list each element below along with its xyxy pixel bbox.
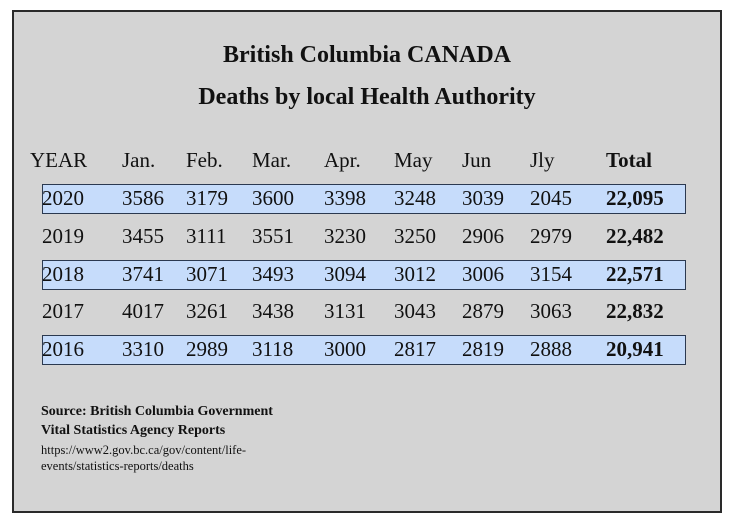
- cell-jun: 3006: [462, 262, 504, 286]
- cell-jun: 2879: [462, 299, 504, 323]
- cell-apr: 3230: [324, 224, 366, 248]
- cell-feb: 3111: [186, 224, 227, 248]
- row-total: 22,095: [606, 186, 664, 210]
- row-highlight: [42, 184, 686, 214]
- col-header-total: Total: [606, 148, 652, 172]
- col-header-may: May: [394, 148, 433, 172]
- cell-jan: 3741: [122, 262, 164, 286]
- cell-jly: 2045: [530, 186, 572, 210]
- chart-subtitle: Deaths by local Health Authority: [198, 84, 536, 110]
- table-frame: British Columbia CANADA Deaths by local …: [12, 10, 722, 513]
- cell-apr: 3398: [324, 186, 366, 210]
- cell-jly: 3063: [530, 299, 572, 323]
- cell-mar: 3600: [252, 186, 294, 210]
- col-header-apr: Apr.: [324, 148, 361, 172]
- cell-feb: 3261: [186, 299, 228, 323]
- row-total: 22,571: [606, 262, 664, 286]
- cell-mar: 3118: [252, 337, 294, 361]
- cell-may: 3250: [394, 224, 436, 248]
- cell-may: 2817: [394, 337, 436, 361]
- cell-apr: 3131: [324, 299, 366, 323]
- chart-title: British Columbia CANADA: [222, 42, 512, 68]
- cell-jun: 3039: [462, 186, 504, 210]
- cell-apr: 3000: [324, 337, 366, 361]
- col-header-jan: Jan.: [122, 148, 156, 172]
- cell-jan: 3455: [122, 224, 164, 248]
- row-total: 22,832: [606, 299, 664, 323]
- row-highlight: [42, 260, 686, 290]
- cell-jun: 2819: [462, 337, 504, 361]
- cell-may: 3248: [394, 186, 436, 210]
- source-url-line-2: events/statistics-reports/deaths: [41, 459, 194, 473]
- cell-jan: 3586: [122, 186, 164, 210]
- col-header-mar: Mar.: [252, 148, 292, 172]
- cell-jan: 4017: [122, 299, 164, 323]
- cell-mar: 3438: [252, 299, 294, 323]
- row-year: 2018: [42, 262, 84, 286]
- col-header-feb: Feb.: [186, 148, 223, 172]
- source-line-2: Vital Statistics Agency Reports: [41, 423, 226, 438]
- cell-jun: 2906: [462, 224, 504, 248]
- row-year: 2019: [42, 224, 84, 248]
- cell-may: 3043: [394, 299, 436, 323]
- cell-mar: 3551: [252, 224, 294, 248]
- cell-jan: 3310: [122, 337, 164, 361]
- row-highlight: [42, 335, 686, 365]
- source-line-1: Source: British Columbia Government: [41, 404, 273, 419]
- source-url-line-1: https://www2.gov.bc.ca/gov/content/life-: [41, 443, 247, 457]
- cell-mar: 3493: [252, 262, 294, 286]
- col-header-year: YEAR: [30, 148, 88, 172]
- cell-feb: 3071: [186, 262, 228, 286]
- cell-jly: 2979: [530, 224, 572, 248]
- row-year: 2020: [42, 186, 84, 210]
- cell-may: 3012: [394, 262, 436, 286]
- row-year: 2017: [42, 299, 84, 323]
- cell-apr: 3094: [324, 262, 366, 286]
- cell-feb: 2989: [186, 337, 228, 361]
- cell-jly: 3154: [530, 262, 572, 286]
- cell-feb: 3179: [186, 186, 228, 210]
- row-year: 2016: [42, 337, 84, 361]
- cell-jly: 2888: [530, 337, 572, 361]
- col-header-jun: Jun: [462, 148, 492, 172]
- col-header-jly: Jly: [530, 148, 555, 172]
- row-total: 22,482: [606, 224, 664, 248]
- row-total: 20,941: [606, 337, 664, 361]
